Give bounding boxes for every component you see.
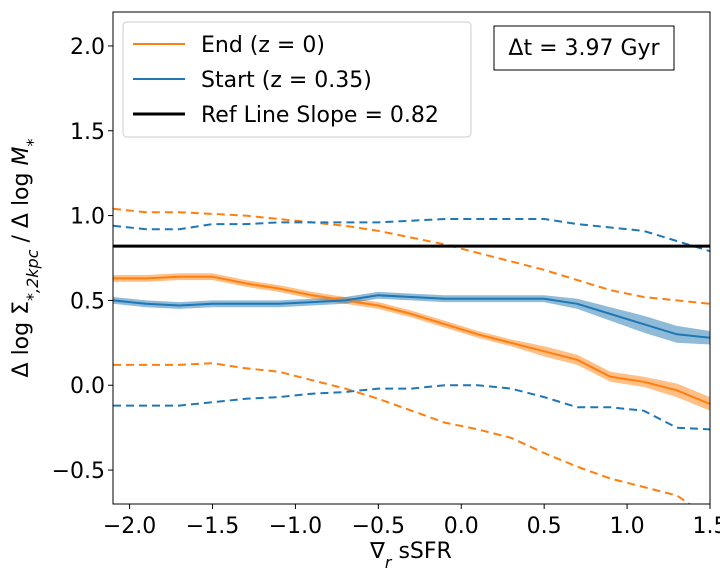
x-tick-label: 0.5 — [527, 514, 562, 539]
series-1-confidence-band — [113, 291, 710, 345]
annotation-box: Δt = 3.97 Gyr — [493, 25, 675, 71]
y-tick-label: 2.0 — [70, 35, 105, 60]
series-0-lower-dashed-line — [113, 362, 692, 504]
y-tick-label: 1.5 — [70, 120, 105, 145]
legend-label-start: Start (z = 0.35) — [201, 68, 372, 93]
y-tick-label: 0.5 — [70, 289, 105, 314]
series-0-line — [113, 275, 710, 405]
x-tick-label: −2.0 — [103, 514, 156, 539]
y-tick-label: 1.0 — [70, 205, 105, 230]
series-1-line — [113, 294, 710, 339]
axes-frame — [112, 11, 711, 505]
series-1-lower-dashed-line — [113, 384, 710, 431]
x-axis-title: ∇r sSFR — [369, 539, 452, 572]
y-axis-title: Δ log Σ*,2kpc / Δ log M* — [9, 139, 42, 378]
series-0-upper-dashed-line — [113, 207, 710, 305]
series-1-upper-dashed-line — [113, 218, 710, 253]
x-tick-label: 1.5 — [693, 514, 720, 539]
legend-box — [122, 21, 472, 138]
plot-area — [113, 207, 710, 504]
annotation-text: Δt = 3.97 Gyr — [508, 36, 660, 61]
x-tick-label: 0.0 — [444, 514, 479, 539]
legend-label-end: End (z = 0) — [201, 33, 325, 58]
legend-label-ref: Ref Line Slope = 0.82 — [201, 103, 439, 128]
x-tick-label: 1.0 — [610, 514, 645, 539]
x-tick-label: −1.0 — [269, 514, 322, 539]
x-tick-label: −0.5 — [352, 514, 405, 539]
annotation-frame — [493, 25, 675, 71]
axis-ticks: −2.0 −1.5 −1.0 −0.5 0.0 0.5 1.0 1.5 −0.5 0.0 0.5 1.… — [52, 35, 720, 539]
legend: End (z = 0) Start (z = 0.35) Ref Line Sl… — [122, 21, 472, 138]
y-tick-label: 0.0 — [70, 374, 105, 399]
y-tick-label: −0.5 — [52, 459, 105, 484]
x-tick-label: −1.5 — [186, 514, 239, 539]
